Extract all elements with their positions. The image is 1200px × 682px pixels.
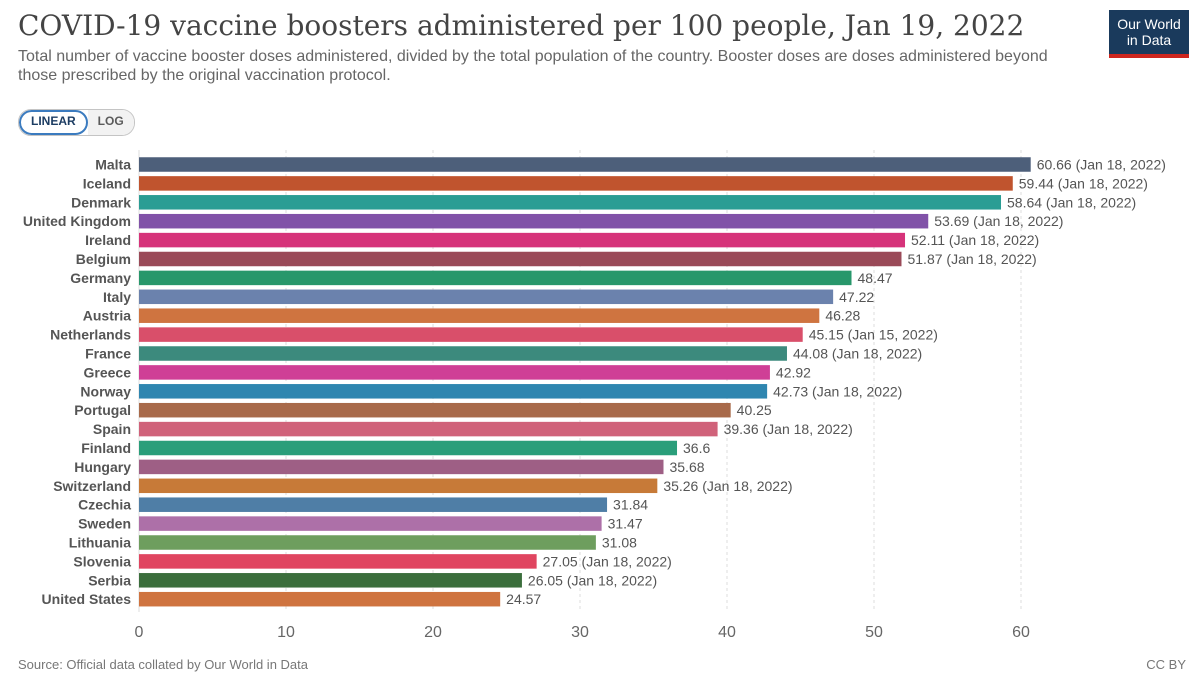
category-label: France — [85, 346, 131, 362]
bar-united-kingdom — [139, 213, 929, 229]
value-label: 45.15 (Jan 15, 2022) — [809, 327, 938, 343]
chart-title: COVID-19 vaccine boosters administered p… — [18, 9, 1025, 42]
owid-logo[interactable]: Our World in Data — [1109, 10, 1189, 58]
bar-netherlands — [139, 327, 803, 342]
category-label: Italy — [103, 289, 131, 305]
x-tick-label: 40 — [718, 624, 736, 641]
log-scale-button[interactable]: LOG — [87, 110, 134, 135]
value-label: 52.11 (Jan 18, 2022) — [911, 232, 1039, 248]
value-label: 31.84 — [613, 497, 648, 513]
bar-belgium — [139, 251, 902, 267]
value-label: 53.69 (Jan 18, 2022) — [934, 213, 1063, 229]
category-label: Spain — [93, 421, 131, 437]
bar-hungary — [139, 459, 664, 475]
category-label: Austria — [83, 308, 131, 324]
logo-line-2: in Data — [1126, 32, 1172, 48]
labels: Malta 60.66 (Jan 18, 2022) Iceland 59.44 (J… — [23, 157, 1166, 608]
category-label: Belgium — [76, 251, 131, 267]
category-label: Slovenia — [73, 553, 131, 569]
x-tick-label: 60 — [1012, 624, 1030, 641]
bar-portugal — [139, 402, 731, 418]
bar-spain — [139, 421, 718, 437]
logo-line-1: Our World — [1117, 16, 1181, 32]
category-label: Lithuania — [69, 535, 131, 551]
category-label: Hungary — [74, 459, 131, 475]
chart-subtitle: Total number of vaccine booster doses ad… — [18, 48, 1048, 84]
category-label: Norway — [80, 383, 131, 399]
value-label: 35.68 — [669, 459, 704, 475]
category-label: United States — [42, 591, 132, 607]
x-tick-label: 0 — [135, 624, 144, 641]
source-note: Source: Official data collated by Our Wo… — [18, 657, 308, 672]
bar-slovenia — [139, 554, 537, 569]
bars — [139, 157, 1031, 607]
value-label: 26.05 (Jan 18, 2022) — [528, 572, 657, 588]
category-label: Finland — [81, 440, 131, 456]
bar-switzerland — [139, 478, 658, 494]
value-label: 27.05 (Jan 18, 2022) — [543, 553, 672, 569]
value-label: 40.25 — [737, 402, 772, 418]
category-label: Portugal — [74, 402, 131, 418]
bar-norway — [139, 384, 768, 399]
bar-sweden — [139, 516, 602, 531]
bar-austria — [139, 308, 820, 323]
category-label: Sweden — [78, 516, 131, 532]
x-tick-label: 20 — [424, 624, 442, 641]
category-label: Denmark — [71, 194, 131, 210]
value-label: 31.47 — [608, 516, 643, 532]
bar-finland — [139, 440, 678, 456]
value-label: 47.22 — [839, 289, 874, 305]
value-label: 60.66 (Jan 18, 2022) — [1037, 157, 1166, 173]
value-label: 39.36 (Jan 18, 2022) — [724, 421, 853, 437]
value-label: 35.26 (Jan 18, 2022) — [663, 478, 792, 494]
bar-denmark — [139, 195, 1002, 210]
grid-lines — [138, 150, 1022, 612]
category-label: Germany — [70, 270, 131, 286]
value-label: 51.87 (Jan 18, 2022) — [907, 251, 1036, 267]
value-label: 31.08 — [602, 535, 637, 551]
bar-ireland — [139, 232, 906, 248]
bar-czechia — [139, 497, 608, 512]
value-label: 59.44 (Jan 18, 2022) — [1019, 175, 1148, 191]
category-label: United Kingdom — [23, 213, 131, 229]
category-label: Switzerland — [53, 478, 131, 494]
bar-lithuania — [139, 535, 596, 550]
bar-united-states — [139, 591, 501, 607]
category-label: Greece — [84, 364, 132, 380]
x-tick-label: 10 — [277, 624, 295, 641]
value-label: 36.6 — [683, 440, 710, 456]
bar-greece — [139, 365, 770, 380]
x-tick-label: 30 — [571, 624, 589, 641]
x-axis: 0 10 20 30 40 50 60 — [135, 624, 1030, 641]
x-tick-label: 50 — [865, 624, 883, 641]
value-label: 58.64 (Jan 18, 2022) — [1007, 194, 1136, 210]
bar-serbia — [139, 573, 522, 588]
category-label: Serbia — [88, 572, 131, 588]
value-label: 44.08 (Jan 18, 2022) — [793, 346, 922, 362]
category-label: Iceland — [83, 175, 131, 191]
bar-malta — [139, 157, 1031, 172]
category-label: Malta — [95, 157, 131, 173]
scale-toggle: LINEAR LOG — [18, 109, 135, 136]
license-link[interactable]: CC BY — [1146, 657, 1186, 672]
value-label: 48.47 — [858, 270, 893, 286]
value-label: 42.92 — [776, 364, 811, 380]
category-label: Czechia — [78, 497, 131, 513]
bar-france — [139, 346, 787, 361]
bar-germany — [139, 270, 852, 286]
linear-scale-button[interactable]: LINEAR — [19, 110, 88, 135]
value-label: 46.28 — [825, 308, 860, 324]
value-label: 42.73 (Jan 18, 2022) — [773, 383, 902, 399]
value-label: 24.57 — [506, 591, 541, 607]
bar-iceland — [139, 176, 1013, 191]
category-label: Ireland — [85, 232, 131, 248]
bar-italy — [139, 289, 834, 305]
category-label: Netherlands — [50, 327, 131, 343]
